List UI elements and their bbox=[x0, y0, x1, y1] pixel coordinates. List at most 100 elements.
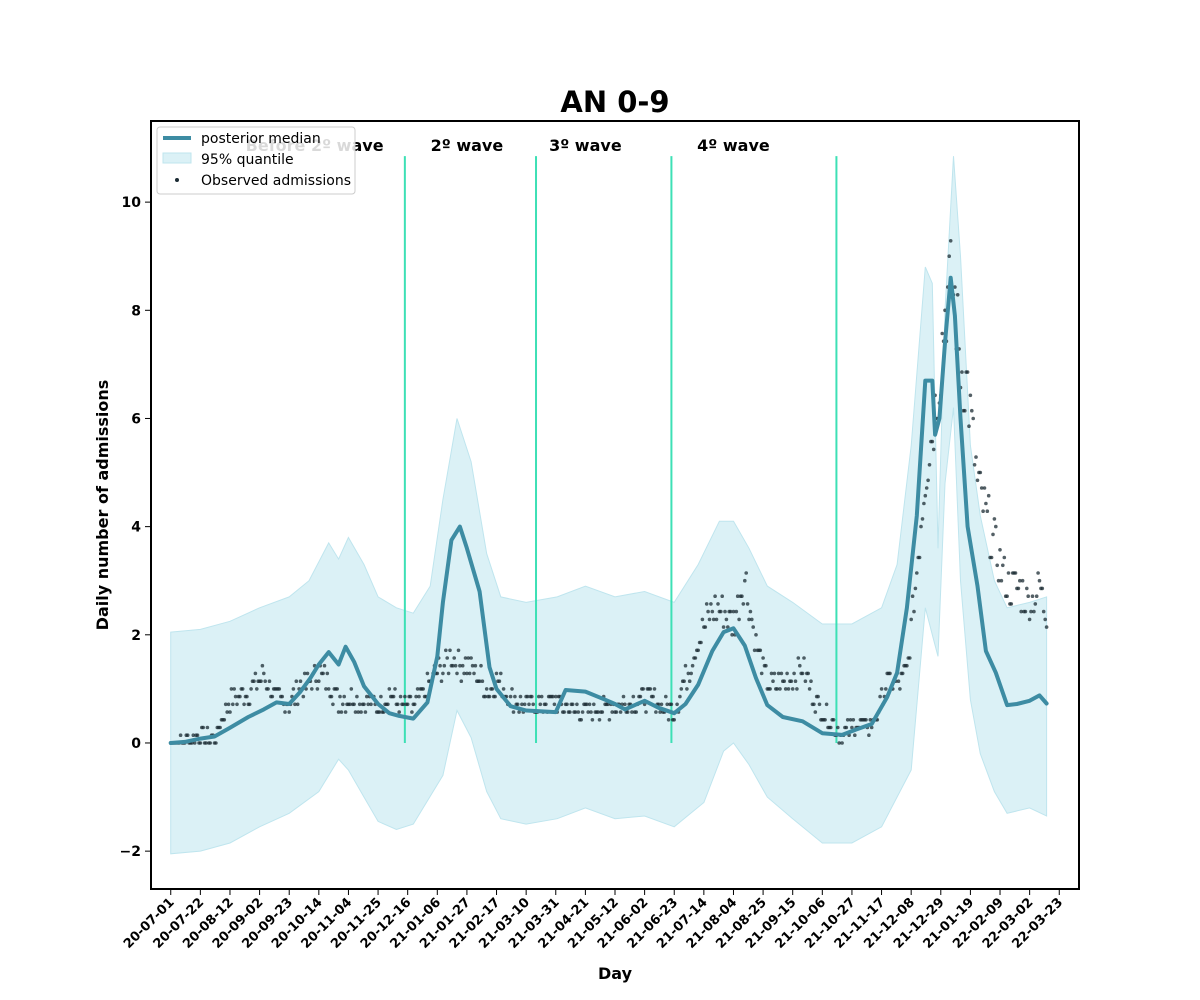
observed-point bbox=[713, 594, 717, 598]
observed-point bbox=[1005, 594, 1009, 598]
observed-point bbox=[967, 424, 971, 429]
observed-point bbox=[779, 671, 784, 676]
observed-point bbox=[884, 687, 888, 691]
observed-point bbox=[685, 687, 689, 691]
observed-point bbox=[817, 702, 822, 707]
observed-point bbox=[748, 609, 753, 614]
observed-point bbox=[704, 602, 709, 606]
observed-point bbox=[517, 710, 521, 714]
observed-point bbox=[735, 594, 740, 598]
observed-point bbox=[398, 694, 403, 699]
y-tick-label: 2 bbox=[131, 628, 141, 644]
observed-point bbox=[878, 694, 882, 699]
observed-point bbox=[675, 702, 679, 707]
observed-point bbox=[913, 586, 918, 591]
observed-point bbox=[201, 725, 205, 730]
observed-point bbox=[253, 671, 258, 676]
observed-point bbox=[508, 694, 513, 699]
observed-point bbox=[744, 571, 748, 575]
observed-point bbox=[242, 702, 246, 707]
observed-point bbox=[785, 671, 789, 676]
observed-point bbox=[520, 702, 524, 707]
posterior-median-line bbox=[168, 275, 1049, 745]
observed-point bbox=[920, 517, 925, 521]
observed-point bbox=[644, 710, 648, 714]
observed-point bbox=[816, 694, 820, 699]
observed-point bbox=[631, 694, 636, 699]
observed-point bbox=[610, 710, 614, 714]
observed-point bbox=[986, 493, 991, 498]
observed-point bbox=[403, 694, 407, 699]
observed-point bbox=[900, 671, 905, 676]
observed-point bbox=[231, 702, 235, 707]
observed-point bbox=[597, 718, 602, 722]
observed-point bbox=[596, 710, 600, 714]
observed-point bbox=[446, 671, 451, 676]
observed-point bbox=[238, 694, 242, 699]
observed-point bbox=[1009, 602, 1014, 606]
observed-point bbox=[687, 679, 692, 683]
observed-point bbox=[178, 733, 183, 737]
observed-point bbox=[778, 687, 782, 691]
observed-point bbox=[888, 671, 892, 676]
observed-point bbox=[348, 702, 352, 707]
observed-point bbox=[716, 602, 720, 606]
observed-point bbox=[912, 609, 916, 614]
observed-point bbox=[968, 393, 973, 398]
observed-point bbox=[710, 609, 715, 614]
observed-point bbox=[499, 671, 503, 676]
observed-point bbox=[240, 687, 245, 691]
observed-point bbox=[369, 702, 373, 707]
observed-point bbox=[511, 710, 516, 714]
observed-point bbox=[331, 702, 335, 707]
observed-point bbox=[531, 702, 535, 707]
observed-point bbox=[772, 671, 777, 676]
observed-point bbox=[568, 710, 572, 714]
observed-point bbox=[864, 718, 868, 722]
observed-point bbox=[836, 725, 840, 730]
observed-point bbox=[908, 656, 912, 660]
observed-point bbox=[1040, 586, 1045, 591]
observed-point bbox=[412, 702, 417, 707]
observed-point bbox=[587, 702, 592, 707]
observed-point bbox=[924, 486, 929, 490]
observed-point bbox=[259, 679, 263, 683]
observed-point bbox=[783, 687, 788, 691]
observed-point bbox=[249, 687, 253, 691]
observed-point bbox=[720, 594, 724, 598]
observed-point bbox=[294, 679, 299, 683]
observed-point bbox=[580, 710, 585, 714]
observed-point bbox=[896, 679, 901, 683]
observed-point bbox=[1001, 563, 1005, 568]
observed-point bbox=[789, 679, 794, 683]
legend-points-swatch bbox=[175, 178, 179, 182]
observed-point bbox=[696, 648, 700, 653]
observed-point bbox=[800, 671, 805, 676]
observed-point bbox=[544, 702, 548, 707]
observed-point bbox=[761, 656, 765, 660]
observed-point bbox=[460, 663, 465, 668]
observed-point bbox=[363, 710, 368, 714]
observed-point bbox=[669, 702, 674, 707]
observed-point bbox=[565, 702, 569, 707]
observed-point bbox=[730, 633, 734, 637]
observed-point bbox=[723, 609, 727, 614]
x-axis-label: Day bbox=[598, 964, 633, 983]
observed-point bbox=[441, 671, 445, 676]
observed-point bbox=[768, 687, 772, 691]
observed-point bbox=[917, 555, 922, 560]
observed-point bbox=[607, 718, 612, 722]
observed-point bbox=[214, 741, 218, 745]
observed-point bbox=[775, 687, 779, 691]
observed-point bbox=[737, 617, 741, 622]
observed-point bbox=[879, 687, 884, 691]
observed-point bbox=[301, 694, 306, 699]
plot-area bbox=[168, 156, 1049, 855]
observed-point bbox=[714, 617, 719, 622]
observed-point bbox=[1043, 617, 1047, 622]
observed-point bbox=[848, 718, 853, 722]
observed-point bbox=[726, 625, 730, 629]
observed-point bbox=[575, 702, 579, 707]
observed-point bbox=[204, 741, 208, 745]
observed-point bbox=[317, 679, 321, 683]
